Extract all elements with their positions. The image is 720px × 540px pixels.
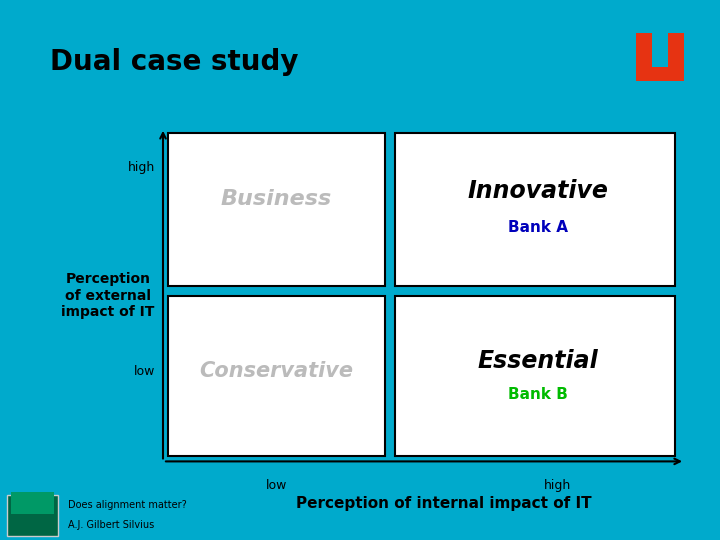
Text: Does alignment matter?: Does alignment matter?: [68, 500, 187, 510]
Text: A.J. Gilbert Silvius: A.J. Gilbert Silvius: [68, 521, 155, 530]
Text: Bank A: Bank A: [508, 220, 567, 235]
Text: high: high: [127, 161, 155, 174]
Bar: [395, 296, 675, 456]
Bar: [168, 296, 385, 456]
Text: high: high: [544, 480, 571, 492]
Bar: [11, 492, 54, 514]
Bar: [636, 68, 684, 81]
Bar: [583, 19, 599, 81]
Text: Conservative: Conservative: [199, 361, 354, 381]
Bar: [395, 133, 675, 286]
Text: Bank B: Bank B: [508, 387, 567, 402]
Text: Perception of internal impact of IT: Perception of internal impact of IT: [296, 496, 592, 511]
Bar: [636, 32, 652, 81]
Text: Innovative: Innovative: [467, 179, 608, 203]
Text: Dual case study: Dual case study: [50, 48, 299, 76]
Text: low: low: [134, 364, 155, 377]
Text: Business: Business: [221, 190, 332, 210]
Bar: [7, 495, 58, 536]
Bar: [608, 19, 624, 81]
Bar: [668, 32, 684, 81]
Text: low: low: [266, 480, 287, 492]
Bar: [168, 133, 385, 286]
Text: Essential: Essential: [477, 349, 598, 373]
Text: Perception
of external
impact of IT: Perception of external impact of IT: [61, 273, 155, 319]
